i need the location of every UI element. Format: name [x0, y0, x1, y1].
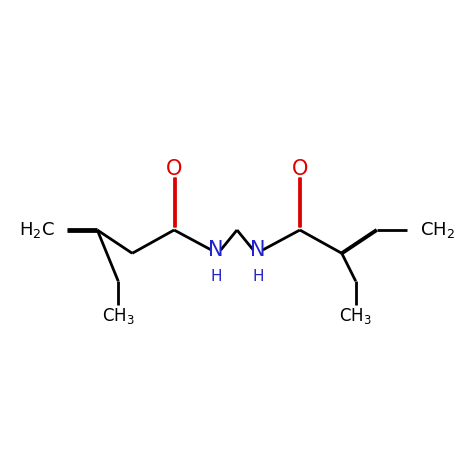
Text: H: H — [252, 269, 264, 284]
Text: CH$_2$: CH$_2$ — [419, 220, 455, 240]
Text: O: O — [166, 159, 182, 180]
Text: N: N — [208, 240, 224, 260]
Text: O: O — [292, 159, 308, 180]
Text: H: H — [210, 269, 222, 284]
Text: N: N — [250, 240, 266, 260]
Text: CH$_3$: CH$_3$ — [102, 306, 135, 326]
Text: H$_2$C: H$_2$C — [19, 220, 55, 240]
Text: CH$_3$: CH$_3$ — [339, 306, 372, 326]
